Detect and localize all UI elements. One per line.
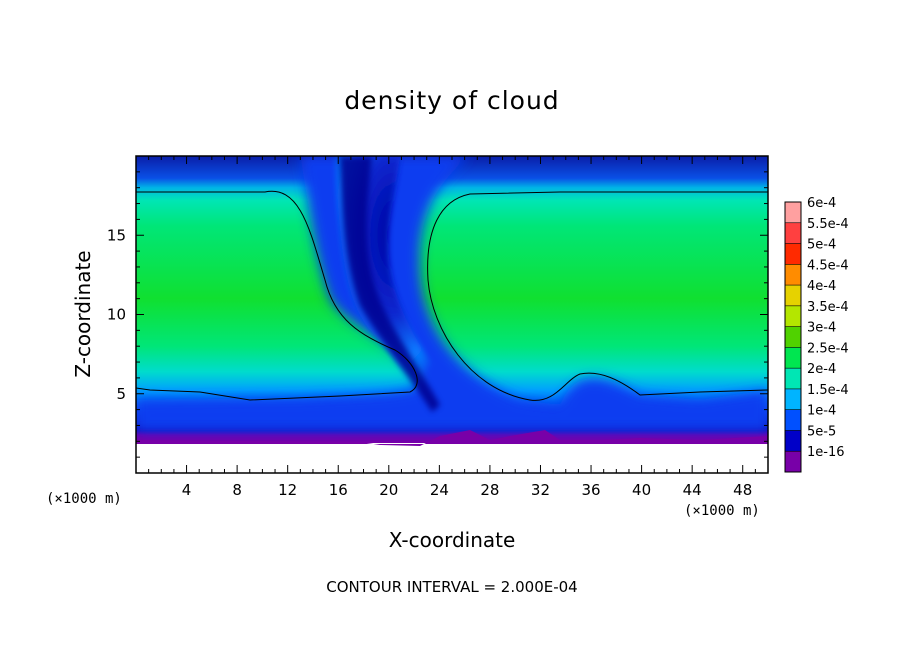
x-tick-label: 28 (480, 481, 499, 499)
x-tick-label: 12 (278, 481, 297, 499)
colorbar-swatch (785, 347, 801, 369)
colorbar-label: 5.5e-4 (807, 217, 849, 232)
right-contour-line (427, 191, 768, 401)
x-tick-label: 32 (531, 481, 550, 499)
surface-purple-layer (136, 430, 768, 446)
colorbar-swatch (785, 243, 801, 265)
colorbar-swatch (785, 388, 801, 410)
colorbar-label: 5e-5 (807, 424, 836, 439)
x-tick-label: 48 (733, 481, 752, 499)
colorbar-swatch (785, 202, 801, 223)
x-tick-label: 8 (232, 481, 242, 499)
contour-interval-note: CONTOUR INTERVAL = 2.000E-04 (326, 578, 578, 596)
colorbar-swatch (785, 368, 801, 389)
y-tick-label: 15 (107, 226, 126, 244)
colorbar: 6e-4 5.5e-4 5e-4 4.5e-4 4e-4 3.5e-4 3e-4 2.5e-4… (784, 196, 849, 473)
colorbar-label: 2e-4 (807, 362, 836, 377)
colorbar-label: 1e-4 (807, 404, 836, 419)
colorbar-label: 4e-4 (807, 279, 836, 294)
colorbar-swatch (785, 451, 801, 472)
y-tick-label: 10 (107, 306, 126, 324)
y-ticks: 5 10 15 (107, 171, 768, 458)
x-tick-label: 44 (683, 481, 702, 499)
x-tick-label: 36 (581, 481, 600, 499)
y-unit-label: (×1000 m) (46, 491, 122, 507)
colorbar-label: 2.5e-4 (807, 341, 849, 356)
colorbar-label: 6e-4 (807, 196, 836, 211)
colorbar-label: 4.5e-4 (807, 258, 849, 273)
colorbar-label: 1.5e-4 (807, 383, 849, 398)
x-tick-label: 40 (632, 481, 651, 499)
x-tick-label: 24 (430, 481, 449, 499)
colorbar-swatch (785, 222, 801, 244)
x-ticks: 4 8 12 16 20 24 28 32 36 40 44 48 (148, 156, 756, 499)
x-tick-label: 20 (379, 481, 398, 499)
colorbar-label: 1e-16 (807, 445, 845, 460)
colorbar-swatch (785, 326, 801, 348)
x-axis-label: X-coordinate (388, 528, 516, 552)
colorbar-swatch (785, 305, 801, 327)
colorbar-swatch (785, 430, 801, 452)
x-tick-label: 4 (182, 481, 192, 499)
dry-plume-region (136, 156, 768, 430)
x-unit-label: (×1000 m) (684, 503, 760, 519)
y-tick-label: 5 (116, 385, 126, 403)
colorbar-label: 5e-4 (807, 238, 836, 253)
colorbar-swatch (785, 285, 801, 306)
x-tick-label: 16 (329, 481, 348, 499)
plot-area (136, 156, 768, 473)
top-contour-line (136, 190, 418, 401)
y-axis-label: Z-coordinate (71, 250, 95, 378)
colorbar-label: 3e-4 (807, 321, 836, 336)
colorbar-swatch (785, 409, 801, 431)
colorbar-swatch (785, 264, 801, 286)
chart-title: density of cloud (344, 86, 560, 115)
colorbar-label: 3.5e-4 (807, 300, 849, 315)
plume-core-dark (340, 156, 440, 412)
